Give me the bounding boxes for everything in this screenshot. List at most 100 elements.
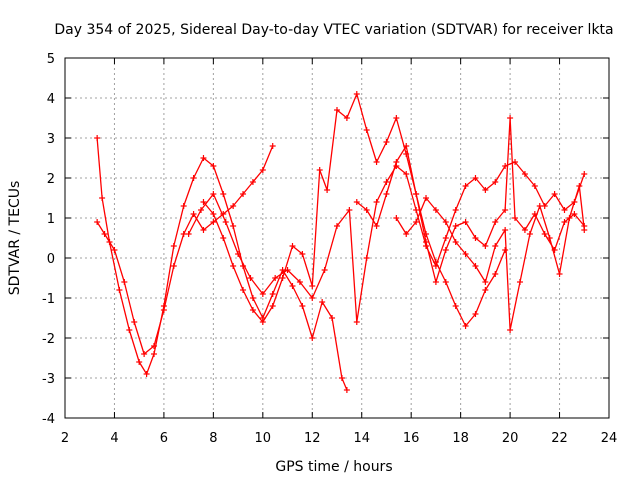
- data-point: [561, 219, 568, 225]
- data-point: [472, 263, 479, 269]
- data-point: [210, 191, 217, 197]
- data-point: [492, 179, 499, 185]
- data-point: [472, 311, 479, 317]
- data-point: [561, 207, 568, 213]
- data-point: [353, 91, 360, 97]
- data-point: [269, 303, 276, 309]
- data-point: [462, 183, 469, 189]
- data-point: [442, 247, 449, 253]
- data-point: [259, 167, 266, 173]
- data-point: [249, 307, 256, 313]
- data-point: [121, 279, 128, 285]
- data-point: [190, 175, 197, 181]
- x-tick-label: 16: [403, 431, 420, 446]
- data-point: [259, 319, 266, 325]
- data-point: [309, 283, 316, 289]
- data-point: [581, 227, 588, 233]
- data-point: [151, 351, 158, 357]
- data-point: [521, 227, 528, 233]
- data-point: [373, 223, 380, 229]
- data-point: [99, 195, 106, 201]
- data-point: [531, 183, 538, 189]
- data-point: [170, 243, 177, 249]
- y-tick-label: 2: [47, 172, 55, 187]
- data-point: [512, 215, 519, 221]
- data-point: [403, 231, 410, 237]
- y-tick-label: -3: [42, 372, 55, 387]
- data-point: [492, 219, 499, 225]
- data-point: [210, 211, 217, 217]
- data-point: [472, 175, 479, 181]
- data-point: [272, 275, 279, 281]
- data-point: [452, 303, 459, 309]
- data-point: [556, 271, 563, 277]
- data-point: [289, 283, 296, 289]
- data-point: [94, 135, 101, 141]
- data-point: [235, 251, 242, 257]
- y-tick-label: -1: [42, 292, 55, 307]
- data-point: [220, 235, 227, 241]
- series-line-track-c: [202, 93, 506, 327]
- data-point: [141, 351, 148, 357]
- data-point: [413, 191, 420, 197]
- data-point: [526, 231, 533, 237]
- data-point: [180, 203, 187, 209]
- data-point: [516, 279, 523, 285]
- data-point: [249, 179, 256, 185]
- data-point: [492, 243, 499, 249]
- x-tick-label: 4: [110, 431, 118, 446]
- x-tick-label: 10: [255, 431, 272, 446]
- x-tick-labels: 2 4 6 8 10 12 14 16 18 20 22 24: [61, 431, 617, 446]
- x-axis-label: GPS time / hours: [275, 459, 392, 475]
- data-point: [190, 211, 197, 217]
- data-point: [541, 231, 548, 237]
- data-point: [393, 215, 400, 221]
- data-point: [482, 279, 489, 285]
- data-point: [442, 219, 449, 225]
- y-tick-labels: -4 -3 -2 -1 0 1 2 3 4 5: [42, 52, 55, 427]
- plot-area: [94, 91, 588, 393]
- data-point: [521, 171, 528, 177]
- data-point: [222, 219, 229, 225]
- data-point: [106, 239, 113, 245]
- x-tick-label: 14: [353, 431, 370, 446]
- y-tick-label: -2: [42, 332, 55, 347]
- x-tick-label: 12: [304, 431, 321, 446]
- data-point: [249, 295, 256, 301]
- data-point: [482, 187, 489, 193]
- series-line-track-b: [96, 137, 348, 391]
- data-point: [462, 323, 469, 329]
- data-point: [502, 207, 509, 213]
- data-point: [299, 303, 306, 309]
- data-point: [198, 207, 204, 213]
- data-point: [269, 291, 276, 297]
- data-point: [536, 203, 543, 209]
- data-point: [319, 299, 326, 305]
- data-point: [432, 263, 439, 269]
- data-point: [566, 215, 573, 221]
- chart-title: Day 354 of 2025, Sidereal Day-to-day VTE…: [54, 22, 613, 38]
- data-point: [383, 179, 390, 185]
- data-point: [334, 107, 340, 113]
- plot-frame: [64, 57, 610, 419]
- y-tick-label: 5: [47, 52, 55, 67]
- x-tick-label: 8: [209, 431, 217, 446]
- data-point: [131, 319, 138, 325]
- data-point: [363, 127, 370, 133]
- data-point: [136, 359, 143, 365]
- data-point: [403, 171, 410, 177]
- data-point: [571, 211, 578, 217]
- data-point: [462, 251, 469, 257]
- data-point: [482, 243, 489, 249]
- data-point: [512, 159, 519, 165]
- y-axis-label: SDTVAR / TECUs: [7, 181, 23, 296]
- data-point: [363, 255, 370, 261]
- data-point: [452, 239, 459, 245]
- data-point: [383, 139, 390, 145]
- x-tick-label: 20: [502, 431, 519, 446]
- data-point: [482, 287, 489, 293]
- data-point: [296, 279, 303, 285]
- data-point: [111, 247, 118, 253]
- data-point: [413, 219, 420, 225]
- data-point: [200, 227, 207, 233]
